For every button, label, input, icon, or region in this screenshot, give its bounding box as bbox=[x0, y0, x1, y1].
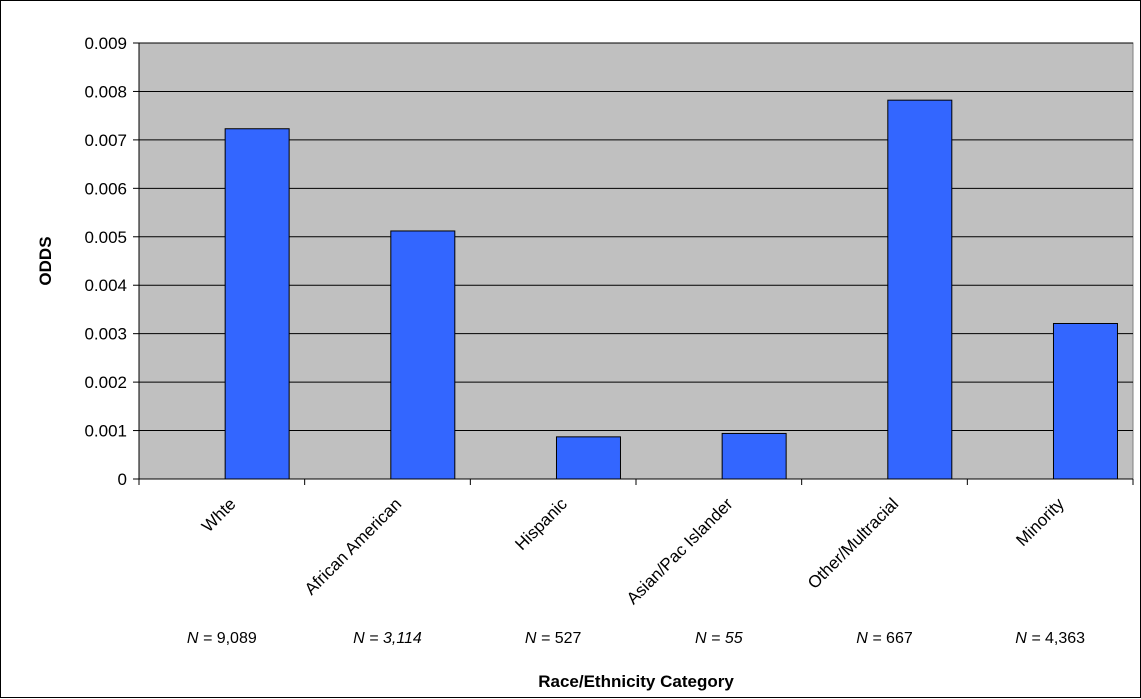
sample-size-value: 667 bbox=[886, 630, 913, 647]
x-category-label: African American bbox=[301, 494, 405, 598]
y-tick-label: 0.009 bbox=[84, 34, 127, 53]
sample-size-prefix: N = bbox=[856, 630, 881, 647]
y-tick-label: 0.006 bbox=[84, 179, 127, 198]
x-category-label: Asian/Pac Islander bbox=[623, 494, 737, 608]
y-tick-label: 0.004 bbox=[84, 276, 127, 295]
sample-size-prefix: N = bbox=[353, 630, 378, 647]
bar bbox=[390, 230, 456, 480]
bar bbox=[555, 436, 621, 480]
sample-size-value: 55 bbox=[725, 630, 743, 647]
sample-size-prefix: N = bbox=[1015, 630, 1040, 647]
y-tick-label: 0.005 bbox=[84, 228, 127, 247]
sample-size-prefix: N = bbox=[525, 630, 550, 647]
y-tick-label: 0.007 bbox=[84, 131, 127, 150]
sample-size-label: N = 9,089 bbox=[187, 630, 257, 647]
x-category-label: Hispanic bbox=[511, 494, 571, 554]
sample-size-value: 527 bbox=[555, 630, 582, 647]
x-axis-title: Race/Ethnicity Category bbox=[538, 672, 734, 691]
plot-area bbox=[138, 42, 1134, 480]
bar bbox=[721, 432, 787, 480]
x-category-label: Other/Multracial bbox=[804, 494, 902, 592]
sample-size-prefix: N = bbox=[187, 630, 212, 647]
y-tick-label: 0 bbox=[118, 470, 127, 489]
bar bbox=[1052, 322, 1118, 480]
sample-size-value: 3,114 bbox=[383, 630, 422, 647]
bar bbox=[887, 99, 953, 480]
sample-size-value: 4,363 bbox=[1045, 630, 1085, 647]
y-axis-title: ODDS bbox=[36, 236, 55, 285]
sample-size-label: N = 55 bbox=[695, 630, 743, 647]
sample-size-prefix: N = bbox=[695, 630, 720, 647]
bar bbox=[224, 128, 290, 480]
sample-size-value: 9,089 bbox=[217, 630, 257, 647]
sample-size-label: N = 667 bbox=[856, 630, 913, 647]
x-category-label: Whte bbox=[198, 494, 239, 535]
sample-size-label: N = 527 bbox=[525, 630, 582, 647]
x-category-label: Minority bbox=[1012, 494, 1068, 550]
sample-size-label: N = 4,363 bbox=[1015, 630, 1085, 647]
y-tick-label: 0.003 bbox=[84, 325, 127, 344]
sample-size-label: N = 3,114 bbox=[353, 630, 422, 647]
y-tick-label: 0.001 bbox=[84, 422, 127, 441]
y-tick-label: 0.008 bbox=[84, 82, 127, 101]
y-tick-label: 0.002 bbox=[84, 373, 127, 392]
